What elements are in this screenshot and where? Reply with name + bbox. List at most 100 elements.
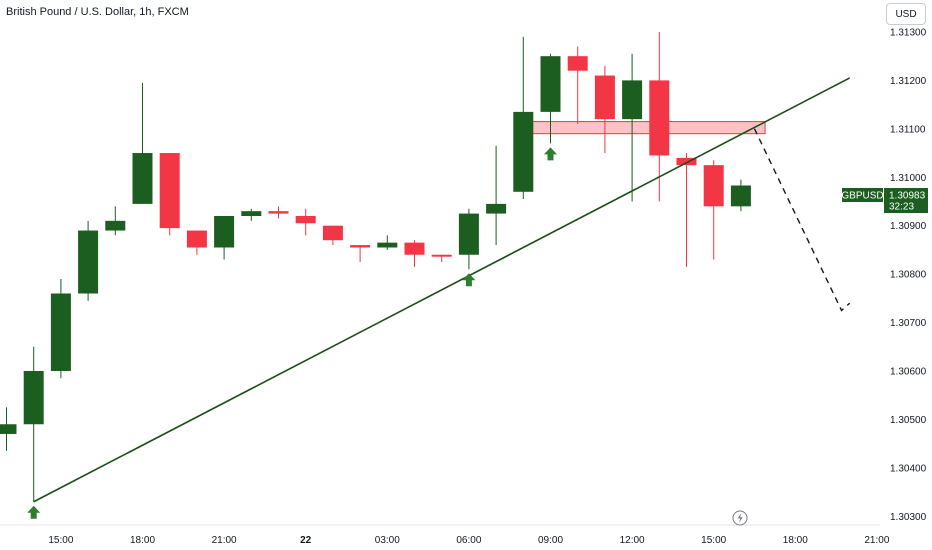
candle-body [703, 165, 724, 207]
candle-body [241, 211, 262, 217]
candle [350, 245, 371, 263]
candle-body [431, 254, 452, 257]
y-tick-label: 1.31200 [890, 76, 927, 87]
price-tag-symbol: GBPUSD [841, 191, 883, 202]
candle [676, 153, 697, 267]
y-tick-label: 1.31000 [890, 173, 927, 184]
x-tick-label: 22 [300, 535, 312, 546]
candle-body [268, 211, 289, 214]
x-tick-label: 03:00 [375, 535, 400, 546]
candle [105, 206, 126, 236]
candle-body [404, 242, 425, 255]
candle-body [50, 293, 71, 371]
candle [486, 145, 507, 246]
candle [404, 240, 425, 267]
candle-body [377, 242, 398, 248]
x-tick-label: 18:00 [130, 535, 155, 546]
candle [513, 36, 534, 200]
candle-body [730, 185, 751, 207]
chart-title: British Pound / U.S. Dollar, 1h, FXCM [6, 6, 189, 18]
projection-path [753, 128, 851, 312]
candle [703, 160, 724, 260]
up-arrow-icon [27, 505, 41, 519]
candle-body [23, 370, 44, 425]
x-tick-label: 12:00 [620, 535, 645, 546]
x-tick-label: 09:00 [538, 535, 563, 546]
x-tick-label: 21:00 [212, 535, 237, 546]
candle-body [458, 213, 479, 255]
candle-body [513, 111, 534, 192]
candle-body [186, 230, 207, 248]
candle [540, 53, 561, 144]
candle [268, 206, 289, 219]
y-axis: 1.31300 1.31200 1.31100 1.31000 1.30900 1.308… [890, 27, 927, 522]
candle [295, 208, 316, 236]
y-tick-label: 1.30800 [890, 270, 927, 281]
candle-body [322, 225, 343, 241]
y-tick-label: 1.30400 [890, 463, 927, 474]
candle [0, 407, 17, 451]
up-arrow-icon [462, 273, 476, 287]
candle [622, 53, 643, 202]
candle-body [159, 153, 180, 229]
candle [649, 31, 670, 202]
candle [241, 208, 262, 221]
y-tick-label: 1.31300 [890, 27, 927, 38]
x-axis: 15:00 18:00 21:00 22 03:00 06:00 09:00 12:00 15:… [48, 535, 889, 546]
price-tag-symbol-bg [842, 188, 883, 202]
y-tick-label: 1.30600 [890, 366, 927, 377]
candle [50, 278, 71, 379]
lightning-icon[interactable] [732, 510, 748, 526]
candle-body [350, 245, 371, 248]
candle-body [132, 153, 153, 204]
candle [132, 82, 153, 204]
trendline-layer [33, 77, 851, 503]
candle [214, 216, 235, 260]
price-tag-bg [884, 188, 928, 213]
y-tick-label: 1.30900 [890, 221, 927, 232]
price-tag-price: 1.30983 [889, 191, 926, 202]
candle-body [0, 424, 17, 434]
x-tick-label: 18:00 [783, 535, 808, 546]
candle-body [486, 203, 507, 214]
up-arrow-icon [544, 147, 557, 161]
candle [23, 346, 44, 502]
currency-button[interactable]: USD [886, 3, 926, 25]
arrows [27, 147, 557, 519]
candle-body [594, 75, 615, 120]
trendline [33, 77, 851, 503]
candle [322, 225, 343, 246]
candle [730, 179, 751, 212]
x-tick-label: 06:00 [456, 535, 481, 546]
y-tick-label: 1.31100 [890, 124, 926, 135]
projection-layer [753, 128, 851, 312]
y-tick-label: 1.30500 [890, 415, 927, 426]
candle [159, 153, 180, 236]
y-tick-label: 1.30300 [890, 512, 927, 523]
x-tick-label: 15:00 [701, 535, 726, 546]
y-tick-label: 1.30700 [890, 318, 927, 329]
candle-body [567, 56, 588, 71]
candle [567, 46, 588, 124]
x-tick-label: 21:00 [864, 535, 889, 546]
price-tag: GBPUSD 1.30983 32:23 [841, 188, 928, 213]
resistance-zone [514, 121, 766, 135]
candle-body [649, 80, 670, 156]
candle [594, 65, 615, 154]
candle-body [676, 157, 697, 166]
candle [377, 235, 398, 250]
candle-body [540, 56, 561, 112]
candle [458, 208, 479, 270]
resistance-zone-layer [514, 121, 766, 135]
x-tick-label: 15:00 [48, 535, 73, 546]
candle [78, 220, 99, 301]
candles [0, 31, 751, 502]
candle [431, 254, 452, 263]
candle-body [622, 80, 643, 120]
candle [186, 230, 207, 255]
price-tag-countdown: 32:23 [889, 202, 914, 213]
candle-body [214, 216, 235, 248]
candle-body [295, 216, 316, 224]
